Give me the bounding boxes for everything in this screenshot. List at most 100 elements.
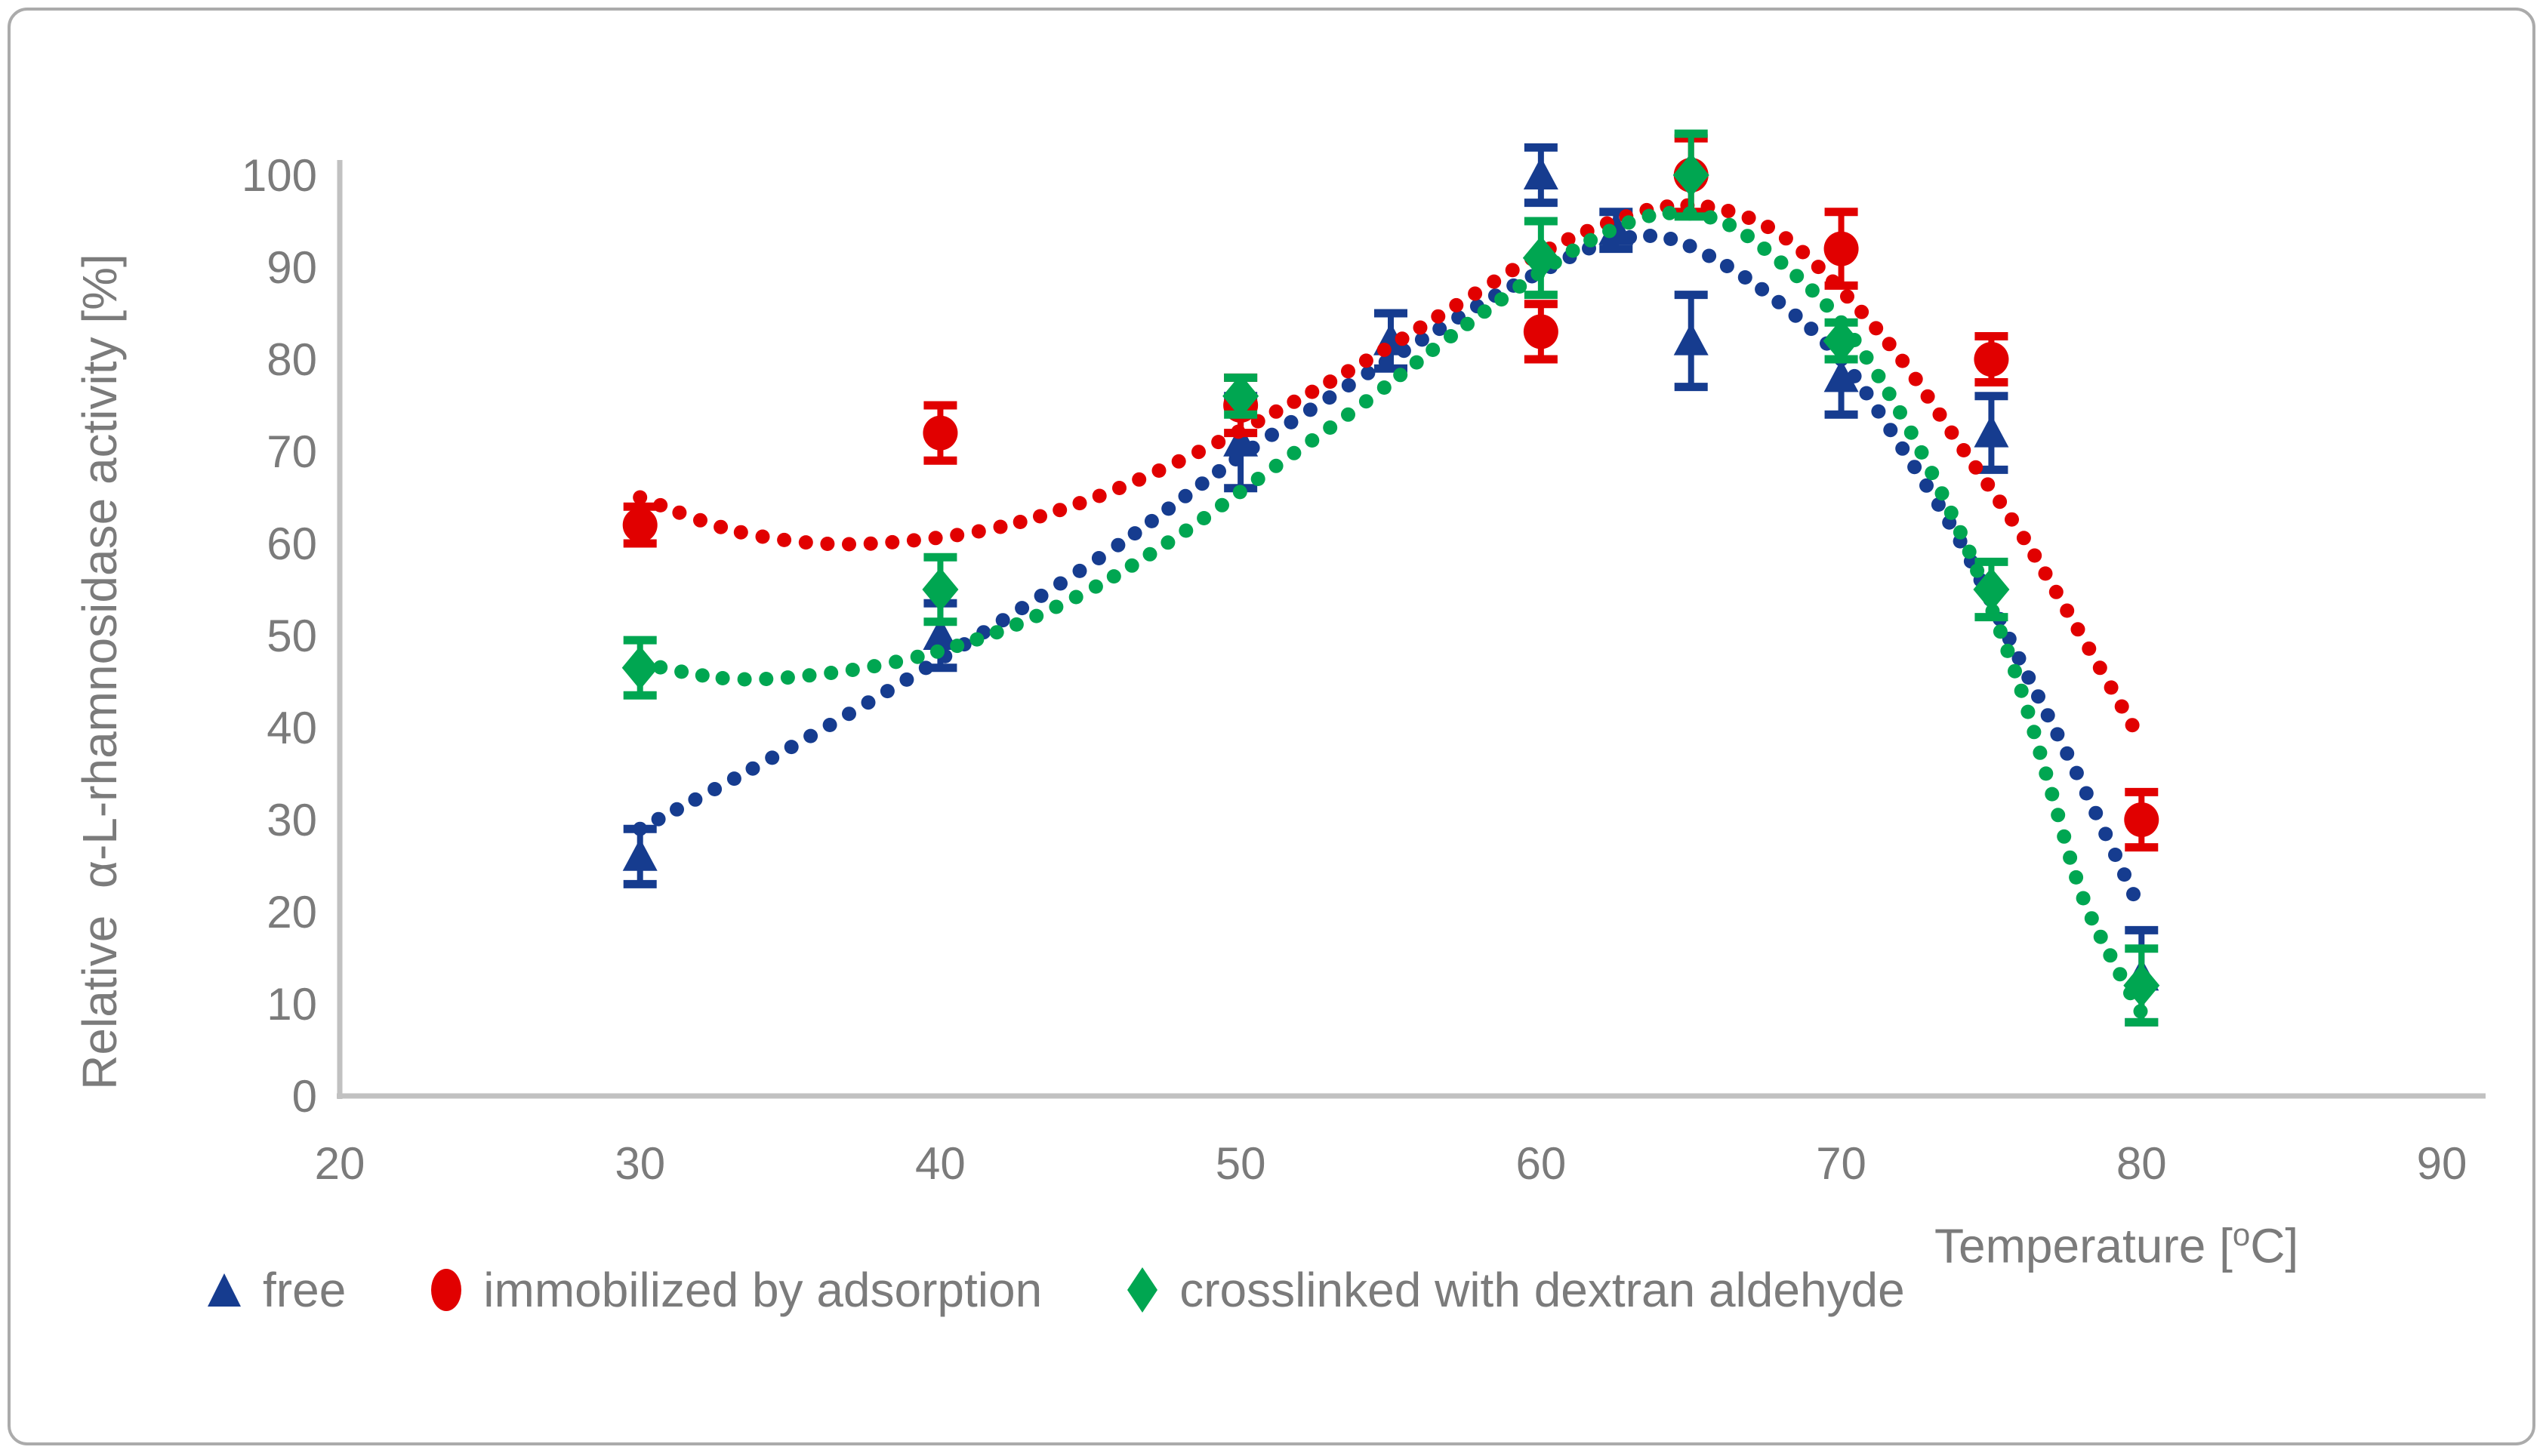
free-trend-dot — [745, 761, 760, 776]
free-trend-dot — [1771, 294, 1786, 309]
immobilized-trend-dot — [1132, 472, 1147, 487]
crosslinked-marker — [1222, 374, 1259, 418]
free-trend-dot — [1015, 601, 1030, 616]
free-trend-dot — [707, 782, 723, 796]
immobilized-trend-dot — [820, 537, 835, 551]
free-trend-dot — [2040, 708, 2055, 723]
free-marker — [1673, 322, 1709, 356]
immobilized-trend-dot — [1869, 321, 1884, 336]
crosslinked-trend-dot — [969, 632, 985, 647]
legend-label-adsorption: immobilized by adsorption — [483, 1263, 1043, 1317]
crosslinked-trend-dot — [1820, 298, 1834, 313]
immobilized-trend-dot — [693, 513, 707, 528]
immobilized-trend-dot — [633, 490, 648, 505]
crosslinked-trend-dot — [695, 668, 710, 683]
immobilized-trend-dot — [1053, 503, 1068, 518]
crosslinked-trend-dot — [1268, 458, 1284, 473]
free-trend-dot — [1859, 386, 1874, 401]
crosslinked-trend-dot — [1477, 304, 1492, 319]
crosslinked-trend-dot — [1757, 242, 1772, 256]
crosslinked-trend-dot — [1740, 229, 1755, 244]
crosslinked-trend-dot — [1893, 405, 1907, 420]
free-trend-dot — [861, 695, 876, 710]
crosslinked-trend-dot — [1565, 243, 1580, 258]
crosslinked-trend-dot — [2051, 808, 2066, 823]
crosslinked-trend-dot — [1722, 217, 1737, 232]
free-trend-dot — [2031, 689, 2045, 704]
y-tick-label: 40 — [267, 703, 317, 753]
x-tick-label: 80 — [2116, 1138, 2167, 1189]
legend-label-free: free — [263, 1263, 347, 1317]
immobilized-trend-dot — [2082, 641, 2097, 656]
immobilized-marker — [923, 415, 958, 451]
crosslinked-trend-dot — [1444, 329, 1458, 343]
free-trend-dot — [1111, 537, 1126, 553]
crosslinked-trend-dot — [1323, 420, 1338, 435]
free-marker — [1974, 414, 2009, 448]
crosslinked-trend-dot — [845, 663, 860, 677]
crosslinked-trend-dot — [1641, 208, 1657, 223]
free-trend-dot — [1091, 551, 1106, 565]
free-trend-dot — [1883, 423, 1898, 438]
crosslinked-trend-dot — [1197, 511, 1212, 525]
immobilized-trend-dot — [2070, 622, 2085, 637]
free-trend-dot — [1361, 365, 1376, 380]
legend-item-crosslinked: crosslinked with dextran aldehyde — [1125, 1262, 1905, 1318]
crosslinked-trend-dot — [653, 660, 668, 675]
immobilized-trend-dot — [755, 529, 770, 544]
free-trend-dot — [1284, 414, 1299, 429]
crosslinked-trend-dot — [2113, 967, 2128, 982]
legend-item-adsorption: immobilized by adsorption — [429, 1262, 1042, 1318]
free-trend-dot — [688, 792, 703, 807]
free-marker — [1823, 359, 1859, 392]
immobilized-trend-dot — [1072, 496, 1087, 511]
immobilized-trend-dot — [2114, 699, 2129, 714]
crosslinked-trend-dot — [824, 666, 839, 680]
crosslinked-marker — [922, 568, 959, 611]
y-tick-label: 0 — [292, 1071, 317, 1122]
immobilized-trend-dot — [928, 531, 943, 546]
immobilized-trend-dot — [1033, 509, 1047, 524]
x-axis-title-text: Temperature [ — [1934, 1218, 2233, 1273]
immobilized-trend-dot — [1811, 260, 1826, 275]
crosslinked-trend-dot — [2027, 725, 2042, 740]
free-marker — [923, 617, 958, 650]
crosslinked-trend-dot — [989, 625, 1004, 640]
free-trend-dot — [1804, 322, 1819, 337]
immobilized-trend-dot — [1505, 263, 1520, 278]
crosslinked-trend-dot — [2093, 929, 2108, 944]
crosslinked-trend-dot — [1068, 589, 1083, 605]
x-tick-label: 40 — [915, 1138, 966, 1189]
free-trend-dot — [2079, 786, 2094, 801]
y-tick-label: 70 — [267, 426, 317, 477]
crosslinked-trend-dot — [2008, 663, 2022, 679]
immobilized-trend-dot — [1761, 220, 1775, 235]
immobilized-trend-dot — [1376, 343, 1392, 357]
crosslinked-trend-dot — [889, 654, 904, 670]
y-axis-title: Relative α-L-rhamnosidase activity [%] — [72, 254, 127, 1090]
x-axis-title: Temperature [oC] — [1934, 1217, 2298, 1273]
immobilized-trend-dot — [2005, 512, 2019, 527]
crosslinked-trend-dot — [1621, 215, 1636, 230]
free-trend-dot — [1737, 270, 1752, 285]
y-tick-label: 50 — [267, 611, 317, 661]
free-trend-dot — [1161, 501, 1176, 516]
immobilized-marker — [1823, 231, 1859, 266]
crosslinked-trend-dot — [1494, 292, 1509, 307]
free-trend-dot — [2069, 765, 2084, 780]
crosslinked-trend-dot — [910, 649, 925, 664]
crosslinked-trend-dot — [1232, 485, 1247, 500]
free-trend-dot — [1144, 513, 1159, 528]
immobilized-trend-dot — [1920, 389, 1935, 404]
immobilized-trend-dot — [1151, 463, 1167, 478]
crosslinked-trend-dot — [1124, 558, 1139, 573]
immobilized-trend-dot — [993, 519, 1008, 534]
immobilized-trend-dot — [1895, 353, 1910, 368]
immobilized-marker — [622, 507, 658, 543]
immobilized-trend-dot — [971, 524, 986, 539]
crosslinked-trend-dot — [1914, 445, 1929, 460]
crosslinked-marker — [1522, 235, 1559, 280]
immobilized-trend-dot — [798, 535, 813, 550]
y-tick-label: 20 — [267, 887, 317, 937]
free-trend-dot — [899, 672, 914, 687]
